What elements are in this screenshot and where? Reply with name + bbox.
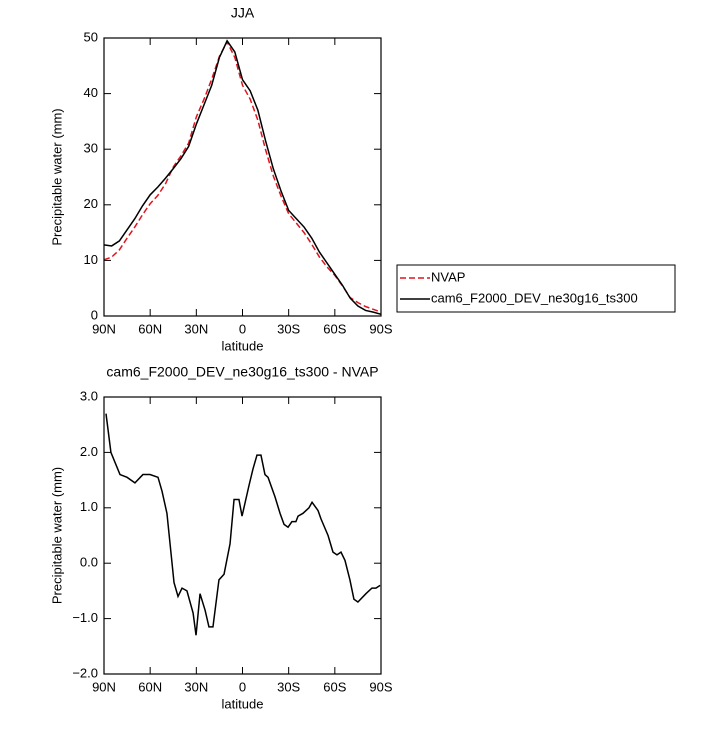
y-tick-label: 20 [84,196,98,211]
x-tick-label: 90N [92,679,116,694]
x-tick-label: 90S [369,679,392,694]
chart-title: JJA [231,5,255,21]
y-axis-label: Precipitable water (mm) [49,108,64,245]
legend-label: cam6_F2000_DEV_ne30g16_ts300 [431,290,638,305]
y-tick-label: −2.0 [72,665,98,680]
plot-frame [103,396,382,675]
x-axis-label: latitude [222,338,264,353]
x-tick-label: 30S [277,679,300,694]
y-tick-label: 50 [84,29,98,44]
chart-title: cam6_F2000_DEV_ne30g16_ts300 - NVAP [106,364,378,380]
series-line [105,413,381,636]
y-tick-label: 1.0 [80,499,98,514]
y-tick-label: 0 [91,307,98,322]
x-axis-label: latitude [222,696,264,711]
y-tick-label: 40 [84,85,98,100]
y-tick-label: 0.0 [80,555,98,570]
x-tick-label: 0 [239,321,246,336]
y-tick-label: 30 [84,141,98,156]
y-tick-label: 10 [84,252,98,267]
x-tick-label: 30N [184,321,208,336]
y-tick-label: 3.0 [80,388,98,403]
x-tick-label: 90N [92,321,116,336]
x-tick-label: 60N [138,679,162,694]
x-tick-label: 30S [277,321,300,336]
x-tick-label: 60S [323,321,346,336]
y-axis-label: Precipitable water (mm) [49,467,64,604]
legend-label: NVAP [431,269,465,284]
series-line [103,39,382,316]
series-line [103,40,382,313]
legend-box [396,264,676,313]
y-tick-label: 2.0 [80,444,98,459]
x-tick-label: 30N [184,679,208,694]
x-tick-label: 90S [369,321,392,336]
y-tick-label: −1.0 [72,610,98,625]
x-tick-label: 60N [138,321,162,336]
x-tick-label: 0 [239,679,246,694]
plot-frame [103,37,382,317]
x-tick-label: 60S [323,679,346,694]
